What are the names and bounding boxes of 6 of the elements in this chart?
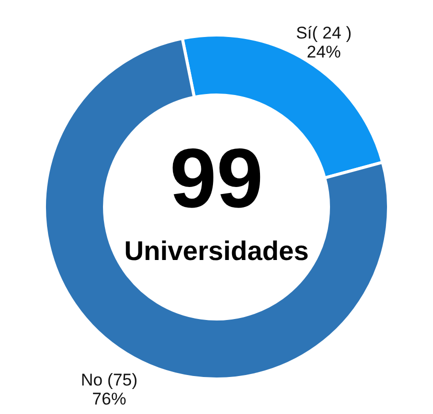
data-label: 24% <box>306 42 341 62</box>
text: 99 <box>170 131 264 225</box>
data-label: 76% <box>92 389 126 408</box>
slice-label: No (75) <box>80 370 138 390</box>
text: Universidades <box>124 236 309 266</box>
slice-label: Sí( 24 ) <box>296 24 352 43</box>
